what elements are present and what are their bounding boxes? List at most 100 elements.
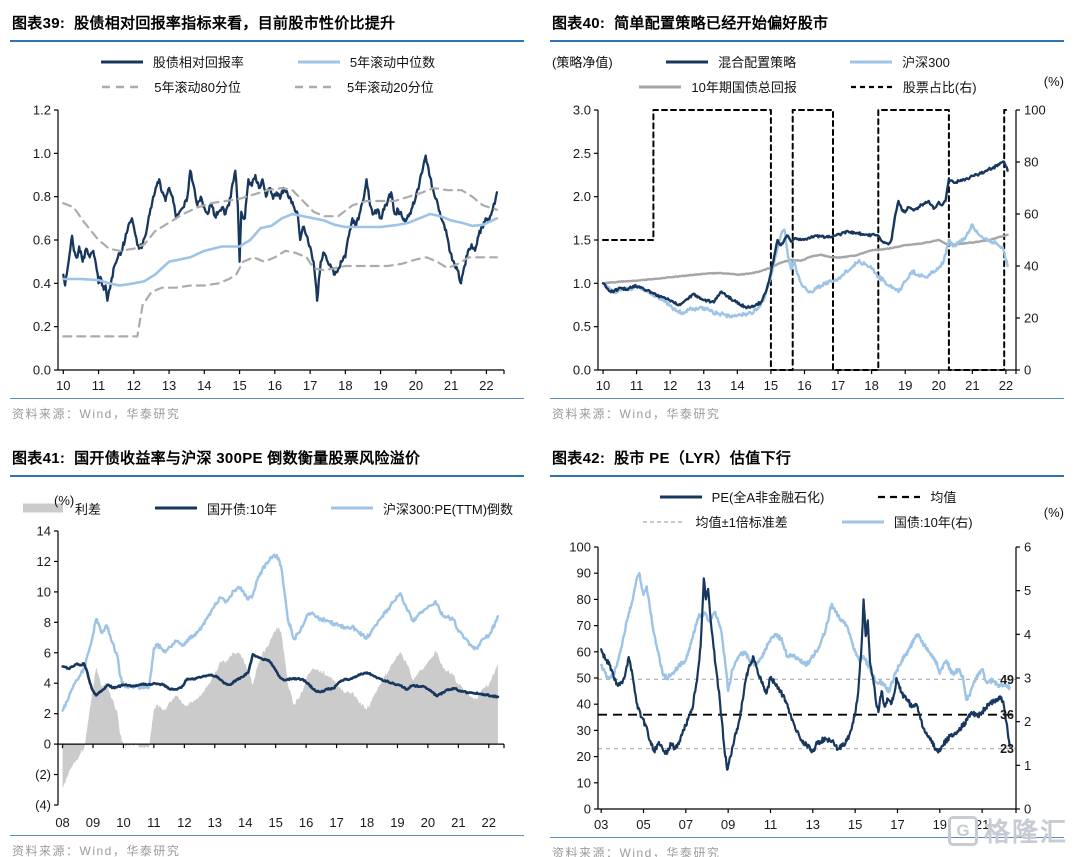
svg-text:20: 20 bbox=[421, 815, 435, 830]
svg-text:16: 16 bbox=[299, 815, 313, 830]
svg-text:11: 11 bbox=[147, 815, 161, 830]
svg-text:10: 10 bbox=[116, 815, 130, 830]
svg-text:17: 17 bbox=[303, 378, 317, 393]
svg-text:0.6: 0.6 bbox=[33, 233, 51, 248]
legend-item: 沪深300 bbox=[848, 52, 950, 71]
legend-row: PE(全A非金融石化) 均值 bbox=[658, 487, 957, 506]
legend-item: 沪深300:PE(TTM)倒数 bbox=[329, 499, 513, 518]
gelonghui-watermark: G 格隆汇 bbox=[947, 812, 1068, 849]
legend-label: PE(全A非金融石化) bbox=[711, 490, 825, 505]
svg-text:15: 15 bbox=[848, 817, 862, 832]
svg-text:16: 16 bbox=[268, 378, 282, 393]
svg-text:70: 70 bbox=[577, 618, 591, 633]
svg-text:21: 21 bbox=[451, 815, 465, 830]
svg-text:30: 30 bbox=[577, 723, 591, 738]
axis-unit-label: (%) bbox=[1043, 74, 1064, 89]
svg-text:23: 23 bbox=[1000, 742, 1014, 756]
legend-item: 5年滚动80分位 bbox=[100, 77, 241, 96]
svg-text:18: 18 bbox=[864, 378, 878, 393]
figure-41-body: 利差 国开债:10年 沪深300:PE(TTM)倒数 (4) (2) 0 2 4 6 8 10 12… bbox=[10, 493, 524, 833]
svg-text:21: 21 bbox=[444, 378, 458, 393]
axis-unit-label: (策略净值) bbox=[552, 55, 613, 70]
svg-text:21: 21 bbox=[975, 817, 989, 832]
legend-row: 5年滚动80分位 5年滚动20分位 bbox=[100, 77, 434, 96]
legend-swatch-icon bbox=[643, 520, 686, 523]
legend-row: 股债相对回报率 5年滚动中位数 bbox=[99, 52, 435, 71]
figure-39-source: 资料来源：Wind，华泰研究 bbox=[10, 398, 524, 422]
svg-text:07: 07 bbox=[679, 817, 693, 832]
figure-42-legend: PE(全A非金融石化) 均值均值±1倍标准差 国债:10年(右) bbox=[550, 481, 1064, 535]
legend-item: 均值±1倍标准差 bbox=[641, 512, 788, 531]
legend-label: 均值 bbox=[930, 490, 957, 505]
gelonghui-watermark-text: 格隆汇 bbox=[983, 817, 1068, 847]
svg-text:12: 12 bbox=[663, 378, 677, 393]
figure-42-title: 图表42: 股市 PE（LYR）估值下行 bbox=[550, 443, 1064, 477]
svg-text:09: 09 bbox=[721, 817, 735, 832]
axis-unit-label: (%) bbox=[1043, 505, 1064, 520]
svg-text:17: 17 bbox=[890, 817, 904, 832]
svg-text:10: 10 bbox=[37, 584, 51, 599]
svg-text:100: 100 bbox=[569, 540, 591, 555]
legend-row: 均值±1倍标准差 国债:10年(右) bbox=[641, 512, 973, 531]
svg-text:0.8: 0.8 bbox=[33, 189, 51, 204]
legend-label: 均值±1倍标准差 bbox=[695, 515, 788, 530]
legend-label: 混合配置策略 bbox=[718, 55, 797, 70]
legend-item: 股债相对回报率 bbox=[99, 52, 244, 71]
legend-swatch-icon bbox=[297, 60, 340, 63]
svg-text:5: 5 bbox=[1024, 583, 1031, 598]
svg-text:1.2: 1.2 bbox=[33, 103, 51, 118]
legend-swatch-icon bbox=[841, 520, 884, 523]
figure-39-chart: 0.0 0.2 0.4 0.6 0.8 1.0 1.2 10 11 12 13 14 15 16 17 18 1… bbox=[10, 100, 524, 396]
svg-text:0.0: 0.0 bbox=[573, 363, 591, 378]
svg-text:10: 10 bbox=[596, 378, 610, 393]
svg-text:18: 18 bbox=[338, 378, 352, 393]
legend-label: 沪深300:PE(TTM)倒数 bbox=[383, 501, 514, 517]
legend-swatch-icon bbox=[666, 60, 709, 63]
legend-label: 股债相对回报率 bbox=[152, 55, 244, 70]
svg-text:0: 0 bbox=[44, 737, 51, 752]
svg-text:14: 14 bbox=[197, 378, 211, 393]
svg-text:22: 22 bbox=[999, 378, 1013, 393]
svg-text:0: 0 bbox=[584, 802, 591, 817]
svg-text:17: 17 bbox=[831, 378, 845, 393]
svg-text:09: 09 bbox=[86, 815, 100, 830]
svg-text:19: 19 bbox=[933, 817, 947, 832]
svg-text:12: 12 bbox=[177, 815, 191, 830]
legend-item: 10年期国债总回报 bbox=[637, 77, 797, 96]
svg-text:1: 1 bbox=[1024, 758, 1031, 773]
legend-swatch-icon bbox=[154, 506, 197, 510]
figure-41-legend: 利差 国开债:10年 沪深300:PE(TTM)倒数 bbox=[10, 493, 524, 521]
svg-text:10: 10 bbox=[577, 775, 591, 790]
svg-text:16: 16 bbox=[797, 378, 811, 393]
legend-item: 利差 bbox=[21, 499, 101, 518]
svg-text:10: 10 bbox=[56, 378, 70, 393]
legend-swatch-icon bbox=[102, 85, 145, 88]
svg-text:11: 11 bbox=[92, 378, 106, 393]
legend-swatch-icon bbox=[850, 85, 893, 88]
svg-text:1.5: 1.5 bbox=[573, 233, 591, 248]
svg-text:1.0: 1.0 bbox=[573, 276, 591, 291]
svg-text:05: 05 bbox=[636, 817, 650, 832]
svg-text:2: 2 bbox=[1024, 714, 1031, 729]
source-text: 资料来源：Wind，华泰研究 bbox=[12, 844, 181, 857]
legend-label: 沪深300 bbox=[902, 55, 950, 70]
legend-label: 5年滚动中位数 bbox=[349, 55, 436, 70]
legend-label: 5年滚动80分位 bbox=[154, 80, 241, 95]
legend-swatch-icon bbox=[659, 495, 702, 498]
figure-41-title: 图表41: 国开债收益率与沪深 300PE 倒数衡量股票风险溢价 bbox=[10, 443, 524, 477]
figure-40-body: 混合配置策略 沪深300 10年期国债总回报 股票占比(右) 0.0 0.5 1.0 1.5… bbox=[550, 46, 1064, 396]
svg-text:22: 22 bbox=[482, 815, 496, 830]
figure-40-title: 图表40: 简单配置策略已经开始偏好股市 bbox=[550, 8, 1064, 42]
legend-item: 国债:10年(右) bbox=[840, 512, 973, 531]
legend-swatch-icon bbox=[100, 60, 143, 63]
svg-text:0.5: 0.5 bbox=[573, 319, 591, 334]
source-text: 资料来源：Wind，华泰研究 bbox=[12, 407, 181, 421]
legend-swatch-icon bbox=[639, 85, 682, 88]
svg-text:2.5: 2.5 bbox=[573, 146, 591, 161]
svg-text:15: 15 bbox=[764, 378, 778, 393]
chart-canvas: 0.0 0.2 0.4 0.6 0.8 1.0 1.2 10 11 12 13 14 15 16 17 18 1… bbox=[33, 103, 505, 393]
svg-text:20: 20 bbox=[932, 378, 946, 393]
svg-text:0: 0 bbox=[1024, 363, 1031, 378]
svg-text:2: 2 bbox=[44, 706, 51, 721]
